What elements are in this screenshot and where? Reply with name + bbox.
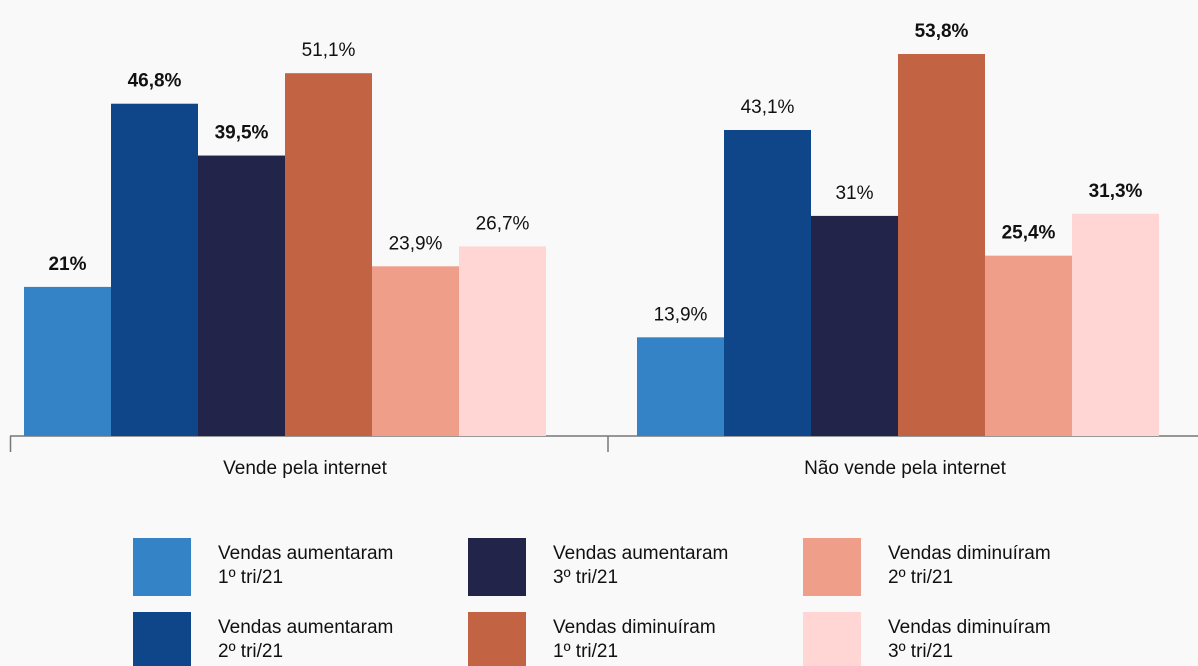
legend-item: Vendas aumentaram 3º tri/21 — [468, 538, 738, 596]
legend-item: Vendas aumentaram 2º tri/21 — [133, 612, 403, 666]
legend-item: Vendas aumentaram 1º tri/21 — [133, 538, 403, 596]
legend-item: Vendas diminuíram 2º tri/21 — [803, 538, 1073, 596]
legend-label: Vendas diminuíram 2º tri/21 — [888, 543, 1051, 588]
bar — [198, 155, 285, 437]
legend-swatch — [468, 538, 526, 596]
bar — [111, 103, 198, 436]
value-label: 39,5% — [215, 123, 269, 144]
value-label: 25,4% — [1002, 223, 1056, 244]
value-label: 51,1% — [302, 40, 356, 61]
value-label: 23,9% — [389, 233, 443, 254]
bar — [1072, 213, 1159, 436]
bar — [724, 129, 811, 437]
legend-label: Vendas aumentaram 1º tri/21 — [218, 543, 394, 588]
legend-swatch — [133, 612, 191, 666]
value-label: 31,3% — [1089, 181, 1143, 202]
x-tick-label: Vende pela internet — [223, 458, 387, 479]
value-label: 13,9% — [654, 304, 708, 325]
legend-swatch — [803, 612, 861, 666]
bar — [285, 73, 372, 436]
bar — [459, 246, 546, 436]
bar — [811, 215, 898, 436]
legend-swatch — [468, 612, 526, 666]
bar — [637, 337, 724, 436]
legend-item: Vendas diminuíram 3º tri/21 — [803, 612, 1073, 666]
legend-swatch — [133, 538, 191, 596]
x-tick-label: Não vende pela internet — [804, 458, 1006, 479]
value-label: 21% — [48, 254, 86, 275]
chart: Vende pela internet 21% 46,8% 39,5% 51,1% 23,… — [9, 21, 1198, 479]
value-label: 53,8% — [915, 21, 969, 42]
legend-item: Vendas diminuíram 1º tri/21 — [468, 612, 738, 666]
value-label: 43,1% — [741, 97, 795, 118]
value-label: 31% — [835, 183, 873, 204]
bar — [24, 286, 111, 436]
legend-label: Vendas aumentaram 2º tri/21 — [218, 617, 394, 662]
bar — [372, 266, 459, 436]
value-label: 46,8% — [128, 71, 182, 92]
legend-label: Vendas diminuíram 3º tri/21 — [888, 617, 1051, 662]
legend-swatch — [803, 538, 861, 596]
value-label: 26,7% — [476, 213, 530, 234]
bar — [985, 255, 1072, 436]
bar — [898, 54, 985, 437]
legend-label: Vendas diminuíram 1º tri/21 — [553, 617, 716, 662]
legend-label: Vendas aumentaram 3º tri/21 — [553, 543, 729, 588]
